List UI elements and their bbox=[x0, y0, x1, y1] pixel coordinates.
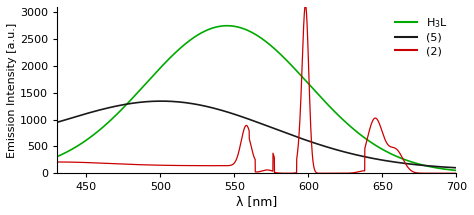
Legend: H$_3$L, (5), (2): H$_3$L, (5), (2) bbox=[392, 12, 451, 60]
X-axis label: λ [nm]: λ [nm] bbox=[236, 195, 277, 208]
Y-axis label: Emission Intensity [a.u.]: Emission Intensity [a.u.] bbox=[7, 23, 17, 158]
